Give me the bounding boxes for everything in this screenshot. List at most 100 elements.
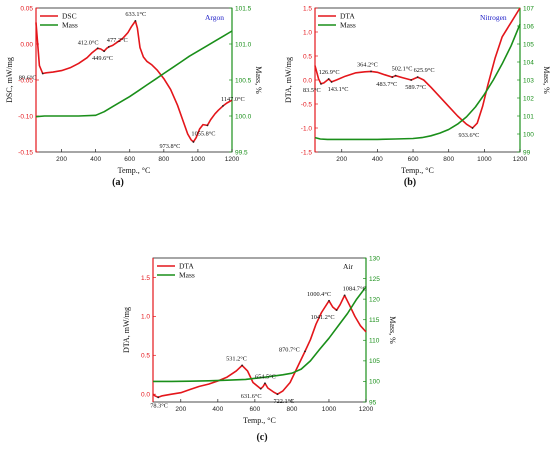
y2-tick-label: 105: [369, 358, 380, 365]
x-tick-label: 1200: [513, 156, 528, 163]
y2-tick-label: 125: [369, 276, 380, 283]
chart-panel-1: 200 400 600 800 1000 1200 -0.15 -0.10 -0.05 0.00 0…: [5, 5, 263, 188]
x-tick-label: 600: [124, 156, 135, 163]
y-tick-label: -0.5: [301, 101, 313, 108]
peak-annotation: 625.9°C: [414, 67, 435, 74]
peak-marker: [259, 387, 262, 390]
y2-tick-label: 100: [523, 131, 534, 138]
y-tick-label: 0.0: [141, 392, 150, 399]
x-tick-label: 200: [56, 156, 67, 163]
peak-marker: [328, 299, 330, 302]
peak-marker: [222, 105, 224, 107]
x-tick-label: 800: [158, 156, 169, 163]
y-tick-label: 1.0: [303, 29, 312, 36]
peak-marker: [370, 70, 372, 73]
series-line-mass: [153, 286, 367, 383]
peak-annotation: 477.2°C: [107, 37, 128, 44]
y2-tick-label: 120: [369, 296, 380, 303]
peak-annotation: 1055.8°C: [191, 130, 215, 137]
x-tick-label: 600: [249, 406, 260, 413]
peak-marker: [264, 382, 266, 385]
peak-marker: [103, 50, 106, 53]
y-tick-label: 1.0: [141, 314, 150, 321]
x-tick-label: 400: [212, 406, 223, 413]
peak-annotation: 78.3°C: [150, 402, 168, 409]
peak-marker: [471, 127, 474, 129]
y-tick-label: 0.5: [141, 353, 150, 360]
legend-label: Mass: [62, 21, 78, 30]
atmosphere-label: Argon: [205, 13, 224, 22]
peak-marker: [107, 45, 110, 48]
peak-marker: [416, 76, 419, 79]
y-tick-label: -1.5: [301, 149, 313, 156]
peak-annotation: 722.1°C: [273, 398, 294, 405]
peak-marker: [192, 141, 195, 143]
x-tick-label: 800: [286, 406, 297, 413]
peak-annotation: 502.1°C: [392, 66, 413, 73]
atmosphere-label: Nitrogen: [480, 13, 507, 22]
legend-label: Mass: [179, 271, 195, 280]
peak-marker: [304, 350, 306, 353]
y-tick-label: -1.0: [301, 125, 313, 132]
peak-annotation: 1000.4°C: [307, 291, 331, 298]
y-tick-label: 0.0: [303, 77, 312, 84]
y2-axis-label: Mass, %: [254, 66, 263, 94]
legend-label: DTA: [179, 262, 194, 271]
peak-marker: [206, 124, 209, 127]
x-tick-label: 400: [372, 156, 383, 163]
peak-marker: [343, 294, 346, 297]
peak-annotation: 589.7°C: [405, 84, 426, 91]
peak-annotation: 933.6°C: [459, 132, 480, 139]
peak-annotation: 364.2°C: [357, 61, 378, 68]
y-tick-label: 0.05: [20, 5, 33, 12]
peak-marker: [391, 76, 394, 79]
y2-tick-label: 99.5: [235, 149, 248, 156]
y2-tick-label: 101.5: [235, 5, 252, 12]
peak-marker: [320, 82, 322, 85]
y-tick-label: 0.5: [303, 53, 312, 60]
legend-label: DTA: [340, 12, 355, 21]
y2-tick-label: 105: [523, 41, 534, 48]
y2-tick-label: 110: [369, 338, 380, 345]
y2-tick-label: 99: [523, 149, 531, 156]
y-axis-label: DTA, mW/mg: [284, 57, 293, 103]
x-tick-label: 600: [408, 156, 419, 163]
peak-annotation: 1084.7°C: [343, 285, 367, 292]
y2-tick-label: 103: [523, 77, 534, 84]
atmosphere-label: Air: [343, 262, 354, 271]
peak-marker: [276, 393, 279, 396]
x-axis-label: Temp., °C: [401, 166, 434, 175]
y-tick-label: -0.15: [18, 149, 33, 156]
y-tick-label: -0.10: [18, 113, 33, 120]
x-tick-label: 1200: [225, 156, 240, 163]
peak-annotation: 870.7°C: [279, 346, 300, 353]
peak-marker: [330, 81, 333, 83]
y2-tick-label: 101: [523, 113, 534, 120]
y2-tick-label: 100: [369, 379, 380, 386]
legend-label: Mass: [340, 21, 356, 30]
x-tick-label: 200: [336, 156, 347, 163]
peak-annotation: 654.5°C: [255, 373, 276, 380]
y-tick-label: 0.00: [20, 41, 33, 48]
peak-annotation: 126.9°C: [319, 69, 340, 76]
peak-annotation: 89.6°C: [19, 75, 37, 82]
peak-marker: [96, 47, 99, 50]
x-axis-label: Temp., °C: [118, 166, 151, 175]
chart-panel-2: 200 400 600 800 1000 1200 -1.5 -1.0 -0.5 0.0 0.5 1.…: [284, 5, 550, 188]
y2-tick-label: 106: [523, 23, 534, 30]
peak-annotation: 483.7°C: [376, 81, 397, 88]
x-tick-label: 1000: [191, 156, 206, 163]
y2-tick-label: 104: [523, 59, 534, 66]
peak-annotation: 412.0°C: [78, 39, 99, 46]
peak-marker: [410, 79, 413, 81]
y2-tick-label: 101.0: [235, 41, 252, 48]
panel-label: (a): [112, 177, 124, 188]
peak-annotation: 531.2°C: [226, 355, 247, 362]
x-tick-label: 400: [90, 156, 101, 163]
panel-label: (b): [404, 177, 416, 188]
peak-annotation: 1041.2°C: [311, 314, 335, 321]
